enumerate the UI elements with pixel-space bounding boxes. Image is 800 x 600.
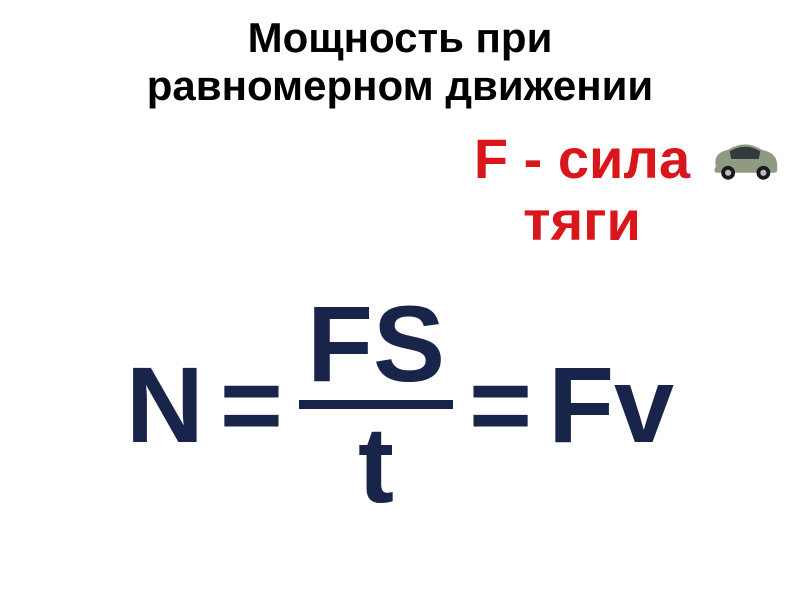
- slide-title-line-1: Мощность при: [248, 14, 553, 61]
- force-definition-line-2: тяги: [523, 189, 641, 252]
- formula-numerator: FS: [299, 290, 453, 400]
- formula-equals-2: =: [469, 342, 532, 467]
- force-definition-line-1: F - сила: [474, 127, 690, 190]
- car-hub-front: [760, 170, 766, 176]
- car-hub-rear: [725, 170, 731, 176]
- slide-title: Мощность при равномерном движении: [0, 14, 800, 111]
- formula-denominator: t: [350, 409, 402, 519]
- formula-fraction: FS t: [299, 290, 453, 519]
- force-definition: F - сила тяги: [452, 128, 712, 251]
- car-icon: [706, 136, 784, 182]
- formula-lhs: N: [126, 342, 204, 467]
- slide-title-line-2: равномерном движении: [147, 62, 653, 109]
- formula-equals-1: =: [220, 342, 283, 467]
- car-svg: [706, 136, 784, 182]
- formula-rhs: Fv: [548, 342, 674, 467]
- power-formula: N = FS t = Fv: [0, 290, 800, 519]
